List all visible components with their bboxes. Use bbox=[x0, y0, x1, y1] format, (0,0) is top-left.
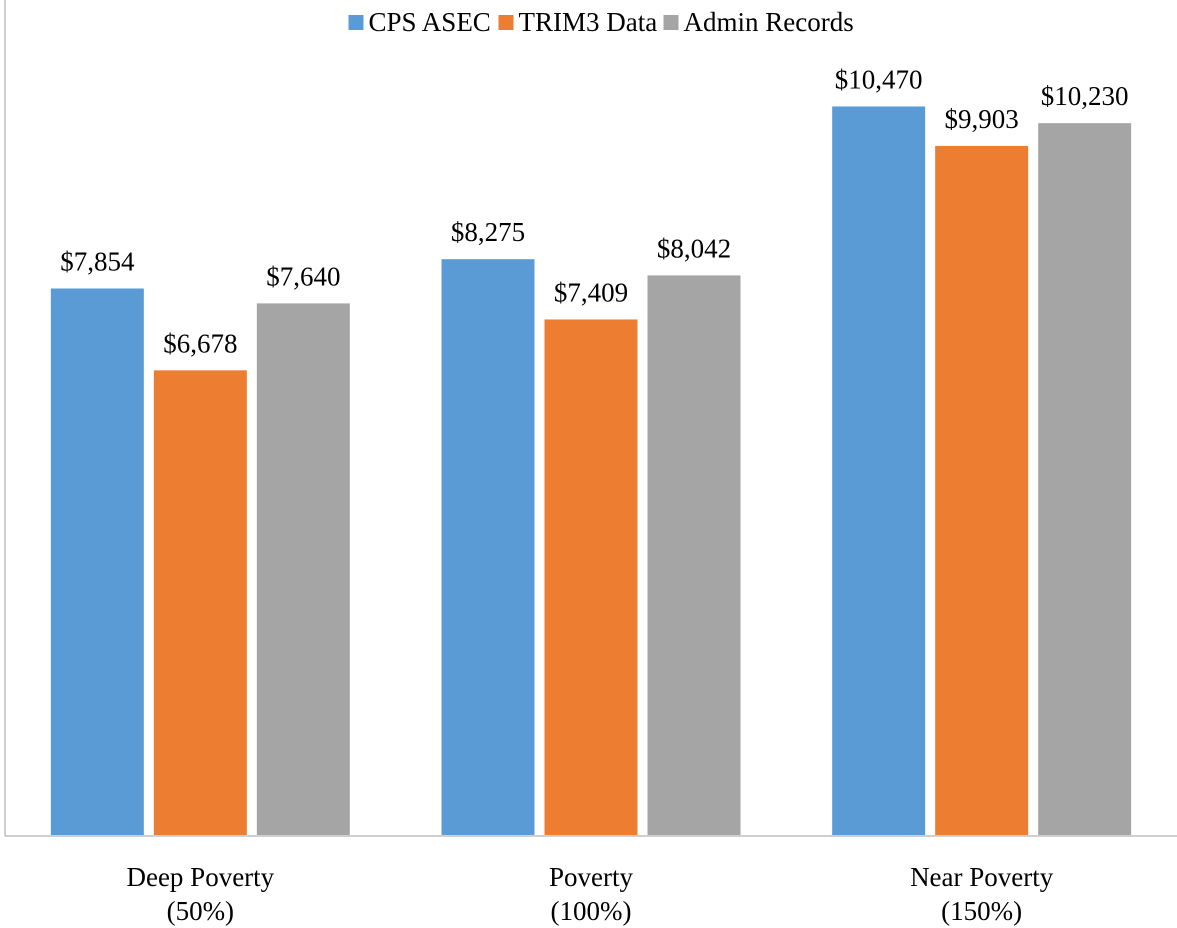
x-tick-label: Deep Poverty (50%) bbox=[126, 862, 274, 926]
bar bbox=[647, 275, 741, 835]
bar bbox=[256, 303, 350, 836]
x-tick-line: (100%) bbox=[551, 896, 632, 926]
legend-swatch bbox=[498, 15, 514, 30]
bar bbox=[935, 145, 1029, 835]
legend-label: Admin Records bbox=[684, 7, 854, 37]
value-label: $10,470 bbox=[835, 64, 923, 94]
x-tick-line: Deep Poverty bbox=[126, 862, 274, 892]
x-tick-line: Poverty bbox=[549, 862, 633, 892]
legend-swatch bbox=[348, 15, 364, 30]
x-tick-line: Near Poverty bbox=[910, 862, 1054, 892]
value-label: $7,854 bbox=[60, 246, 135, 276]
bar bbox=[544, 319, 638, 835]
value-label: $6,678 bbox=[163, 328, 237, 358]
bar bbox=[153, 370, 247, 835]
bar bbox=[441, 259, 535, 836]
bar bbox=[50, 288, 144, 835]
x-tick-line: (150%) bbox=[941, 896, 1022, 926]
value-label: $7,409 bbox=[554, 277, 628, 307]
bar bbox=[832, 106, 926, 835]
legend-swatch bbox=[663, 15, 679, 30]
legend-label: TRIM3 Data bbox=[519, 7, 658, 37]
value-label: $8,042 bbox=[657, 233, 731, 263]
value-label: $9,903 bbox=[945, 104, 1019, 134]
value-label: $10,230 bbox=[1041, 81, 1129, 111]
bar bbox=[1038, 123, 1132, 836]
value-label: $8,275 bbox=[451, 217, 525, 247]
x-tick-line: (50%) bbox=[167, 896, 234, 926]
x-tick-label: Near Poverty (150%) bbox=[910, 862, 1054, 926]
x-tick-label: Poverty (100%) bbox=[549, 862, 633, 926]
legend-label: CPS ASEC bbox=[369, 7, 491, 37]
value-label: $7,640 bbox=[266, 261, 340, 291]
